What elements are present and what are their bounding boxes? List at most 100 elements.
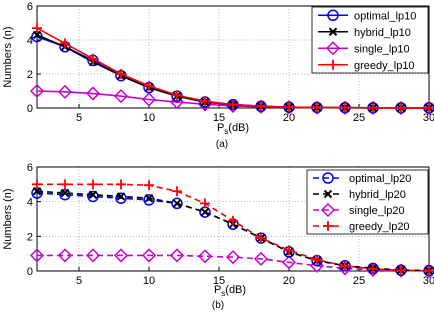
x-tick-label: 15	[213, 112, 225, 124]
data-point	[60, 188, 70, 198]
data-point	[141, 92, 157, 107]
data-point	[200, 198, 210, 209]
data-point	[116, 179, 126, 190]
data-point	[323, 221, 333, 231]
y-tick-label: 4	[27, 35, 33, 47]
x-tick-label: 30	[423, 275, 434, 287]
data-point	[60, 38, 70, 49]
data-point	[57, 248, 73, 263]
data-point	[320, 202, 336, 218]
data-point	[144, 180, 154, 191]
data-point	[328, 27, 338, 36]
data-point	[200, 96, 210, 107]
data-point	[172, 186, 182, 197]
y-tick-label: 6	[27, 162, 33, 174]
data-point	[284, 245, 294, 256]
data-point	[284, 102, 294, 113]
x-tick-label: 20	[283, 112, 295, 124]
legend-label: single_lp10	[354, 43, 410, 55]
data-point	[29, 83, 45, 99]
data-point	[115, 192, 127, 204]
data-point	[340, 102, 350, 113]
x-axis-label: Ps(dB)	[217, 122, 249, 136]
y-tick-label: 2	[27, 231, 33, 243]
x-tick-label: 10	[143, 275, 155, 287]
data-point	[228, 99, 238, 110]
data-point	[57, 84, 73, 99]
data-point	[172, 90, 182, 101]
data-point	[197, 249, 213, 264]
data-point	[141, 248, 157, 263]
data-point	[32, 23, 42, 34]
y-tick-label: 0	[27, 103, 33, 115]
data-point	[323, 189, 333, 199]
data-point	[85, 248, 101, 263]
y-tick-label: 2	[27, 69, 33, 81]
x-axis-label: Ps(dB)	[214, 284, 246, 298]
panel-caption: (a)	[216, 139, 228, 150]
data-point	[396, 265, 406, 276]
legend-label: hybrid_lp10	[354, 27, 411, 39]
data-point	[424, 265, 434, 276]
series-greedy_lp20	[32, 179, 434, 276]
legend-box	[311, 6, 429, 74]
data-point	[144, 193, 154, 203]
data-point	[88, 190, 98, 199]
data-point	[88, 179, 98, 190]
y-tick-label: 0	[27, 266, 33, 278]
data-point	[143, 194, 155, 206]
data-point	[228, 215, 238, 226]
series-line	[37, 254, 430, 272]
y-axis-label: Numbers (n)	[2, 26, 14, 87]
data-point	[225, 250, 241, 265]
plot-frame	[36, 166, 430, 272]
data-point	[424, 102, 434, 113]
data-point	[116, 69, 126, 79]
data-point	[32, 30, 42, 40]
data-point	[396, 102, 406, 113]
legend-label: single_lp20	[349, 205, 405, 217]
x-tick-label: 20	[283, 275, 295, 287]
data-point	[85, 86, 101, 101]
data-point	[327, 9, 339, 21]
chart-panel-a: 5 10 15 20 25 30 0 2 4 6 Numbers (n) Ps(dB) (a) optim…	[2, 1, 434, 150]
legend-label: hybrid_lp20	[349, 189, 406, 201]
legend: optimal_lp20 hybrid_lp20 single_lp20greedy…	[306, 169, 429, 235]
legend-label: greedy_lp10	[354, 60, 415, 72]
y-tick-label: 4	[27, 197, 33, 209]
data-point	[322, 172, 334, 184]
chart-panel-b: 5 10 15 20 25 30 0 2 4 6 Numbers (n) Ps(dB) (b) optim…	[2, 162, 434, 311]
data-point	[200, 207, 210, 217]
data-point	[256, 101, 266, 112]
data-point	[169, 248, 185, 263]
data-point	[368, 102, 378, 113]
panel-caption: (b)	[212, 300, 224, 311]
data-point	[281, 255, 297, 270]
x-tick-label: 25	[353, 275, 365, 287]
y-tick-label: 6	[27, 1, 33, 13]
data-point	[171, 197, 183, 210]
x-tick-label: 25	[353, 112, 365, 124]
data-point	[116, 192, 126, 201]
y-axis-label: Numbers (n)	[2, 188, 14, 249]
data-point	[253, 251, 269, 266]
data-point	[256, 233, 266, 244]
x-tick-label: 15	[213, 275, 225, 287]
x-tick-label: 5	[76, 275, 82, 287]
legend: optimal_lp10 hybrid_lp10 single_lp10greedy…	[311, 6, 429, 74]
data-point	[59, 188, 71, 201]
x-tick-label: 30	[423, 112, 434, 124]
data-point	[32, 187, 42, 196]
legend-label: optimal_lp10	[354, 10, 416, 22]
data-point	[312, 102, 322, 113]
data-point	[340, 260, 350, 271]
data-point	[325, 41, 341, 56]
data-point	[312, 254, 322, 265]
data-point	[32, 179, 42, 190]
data-point	[113, 89, 129, 104]
data-point	[88, 53, 98, 64]
data-point	[328, 59, 338, 70]
data-point	[368, 263, 378, 274]
series-greedy_lp10	[32, 23, 434, 113]
